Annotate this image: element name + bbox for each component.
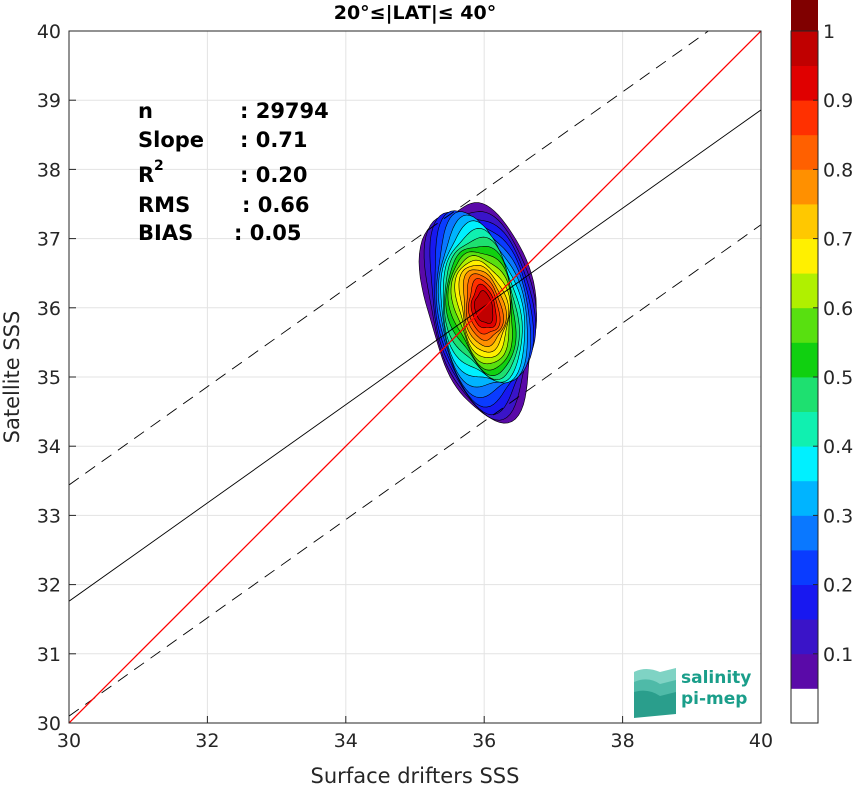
colorbar-segment [791, 100, 818, 136]
identity-line [69, 31, 761, 723]
stat-label: Slope [138, 128, 204, 152]
y-tick-label: 39 [37, 90, 61, 112]
colorbar-segment [791, 653, 818, 689]
colorbar-tick-label: 0.6 [823, 298, 853, 320]
colorbar-tick-label: 0.8 [823, 159, 853, 181]
y-tick-label: 40 [37, 21, 61, 43]
colorbar-segment [791, 273, 818, 309]
y-tick-label: 31 [37, 644, 61, 666]
colorbar-segment [791, 446, 818, 482]
colorbar-segment [791, 65, 818, 101]
colorbar-tick-label: 0.5 [823, 367, 853, 389]
colorbar-segment [791, 31, 818, 66]
stat-value: : 0.71 [240, 128, 308, 152]
colorbar-segment [791, 619, 818, 655]
logo-line1: salinity [681, 668, 751, 688]
x-axis-ticks: 30 32 34 36 38 40 [57, 716, 773, 752]
stat-label: RMS [138, 193, 190, 217]
y-tick-label: 38 [37, 159, 61, 181]
stat-label: R [138, 163, 154, 187]
stats-box: n : 29794 Slope : 0.71 R 2 : 0.20 RMS : 0.66 BIAS… [138, 99, 329, 245]
stat-label: BIAS [138, 221, 193, 245]
colorbar-segment [791, 411, 818, 447]
density-contours [418, 202, 537, 424]
x-tick-label: 36 [472, 730, 496, 752]
colorbar-segment [791, 515, 818, 551]
colorbar-tick-label: 0.4 [823, 436, 853, 458]
colorbar-segment [791, 238, 818, 274]
x-tick-label: 34 [334, 730, 358, 752]
colorbar-segment [791, 480, 818, 516]
y-tick-label: 37 [37, 229, 61, 251]
colorbar: 0.1 0.2 0.3 0.4 0.5 0.6 0.7 0.8 0.9 1 [790, 0, 853, 724]
y-tick-label: 36 [37, 298, 61, 320]
colorbar-tick-label: 0.7 [823, 229, 853, 251]
colorbar-segment [791, 134, 818, 170]
x-axis-label: Surface drifters SSS [311, 764, 520, 786]
stat-superscript: 2 [154, 158, 164, 174]
stat-value: : 0.66 [242, 193, 310, 217]
colorbar-segment [791, 204, 818, 239]
colorbar-tick-label: 0.9 [823, 90, 853, 112]
y-tick-label: 33 [37, 505, 61, 527]
colorbar-segment [791, 584, 818, 620]
chart-title: 20°≤|LAT|≤ 40° [334, 2, 497, 24]
stat-value: : 0.05 [234, 221, 302, 245]
x-tick-label: 30 [57, 730, 81, 752]
fit-lines [69, 31, 761, 723]
y-axis-ticks: 30 31 32 33 34 35 36 37 38 39 40 [37, 21, 76, 735]
colorbar-segment [791, 688, 818, 724]
grid [68, 30, 762, 724]
x-tick-label: 32 [195, 730, 219, 752]
colorbar-segment [791, 307, 818, 343]
y-tick-label: 35 [37, 367, 61, 389]
colorbar-segment [791, 169, 818, 205]
y-tick-label: 34 [37, 436, 61, 458]
stat-value: : 0.20 [240, 163, 308, 187]
logo-waves-icon [634, 668, 676, 718]
upper-band-line [69, 31, 710, 486]
y-tick-label: 32 [37, 575, 61, 597]
y-tick-label: 30 [37, 713, 61, 735]
colorbar-tick-label: 0.1 [823, 644, 853, 666]
salinity-pi-mep-logo: salinity pi-mep [634, 668, 751, 718]
x-tick-label: 40 [749, 730, 773, 752]
colorbar-segment [791, 342, 818, 378]
x-tick-label: 38 [611, 730, 635, 752]
y-axis-label: Satellite SSS [0, 311, 24, 444]
logo-line2: pi-mep [681, 689, 747, 709]
colorbar-tick-label: 1 [823, 21, 835, 43]
colorbar-segment [791, 550, 818, 585]
regression-line [69, 109, 761, 602]
colorbar-segment [791, 377, 818, 412]
colorbar-tick-label: 0.3 [823, 505, 853, 527]
stat-label: n [138, 99, 153, 123]
colorbar-tick-label: 0.2 [823, 575, 853, 597]
colorbar-segment [791, 0, 818, 32]
stat-value: : 29794 [240, 99, 329, 123]
lower-band-line [69, 224, 761, 717]
